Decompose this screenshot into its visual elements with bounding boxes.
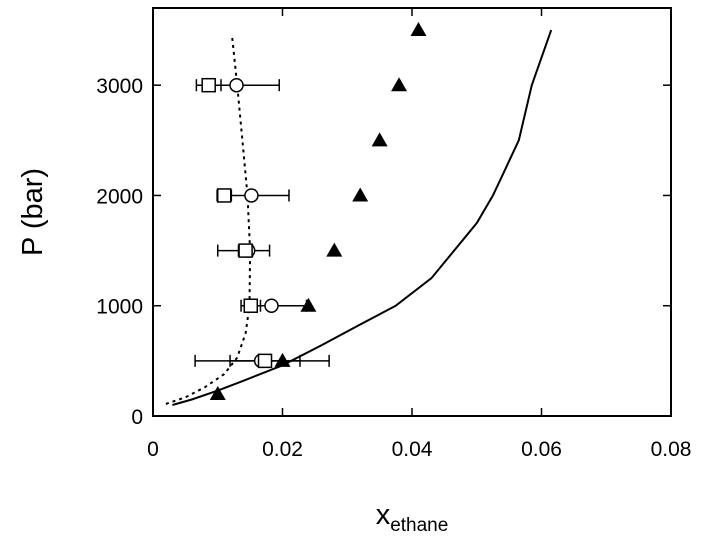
open-circle-point <box>264 298 279 313</box>
x-tick-label: 0.02 <box>262 438 303 461</box>
error-bars <box>194 79 330 367</box>
filled-triangle-point <box>300 297 317 312</box>
x-tick-label: 0.06 <box>521 438 562 461</box>
open-square-point <box>257 353 273 369</box>
filled-triangle-point <box>326 242 343 257</box>
model-curves <box>165 29 553 406</box>
filled-triangle-point <box>410 22 427 37</box>
y-tick-label: 2000 <box>96 185 143 208</box>
open-square-point <box>216 188 232 203</box>
y-axis-title: P (bar) <box>17 168 49 256</box>
y-tick-label: 3000 <box>96 75 143 98</box>
x-axis-ticks: 0 0.02 0.04 0.06 0.08 <box>147 8 691 461</box>
y-axis-ticks: 0 1000 2000 3000 <box>96 75 671 429</box>
open-square-point <box>238 243 253 258</box>
x-axis-title: xethane <box>376 499 449 536</box>
filled-triangle-point <box>352 187 369 202</box>
x-tick-label: 0 <box>147 438 159 461</box>
plot-frame <box>152 7 672 417</box>
open-circle-point <box>244 188 259 203</box>
data-markers <box>201 22 427 400</box>
x-tick-label: 0.04 <box>392 438 433 461</box>
open-circle-point <box>229 77 244 93</box>
open-square-point <box>201 77 216 93</box>
filled-triangle-point <box>209 385 226 400</box>
open-square-point <box>243 298 259 313</box>
dotted-model-curve <box>165 35 252 405</box>
filled-triangle-point <box>274 352 291 367</box>
filled-triangle-point <box>371 132 388 147</box>
y-tick-label: 0 <box>131 406 143 429</box>
x-tick-label: 0.08 <box>651 438 692 461</box>
filled-triangle-point <box>391 77 408 92</box>
solid-model-curve <box>172 29 553 406</box>
y-tick-label: 1000 <box>96 296 143 319</box>
